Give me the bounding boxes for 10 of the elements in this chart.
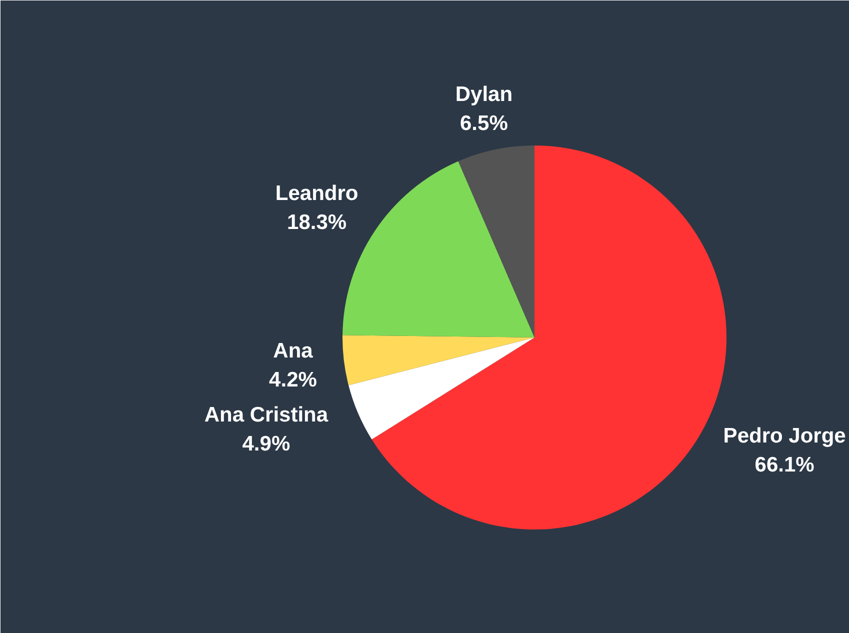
data-label: 66.1% — [754, 454, 815, 477]
data-label: 6.5% — [460, 112, 508, 135]
slice-label: Leandro — [275, 182, 358, 206]
slice-label: Dylan — [455, 82, 513, 106]
slice-label: Ana — [273, 339, 314, 362]
slice-label: Ana Cristina — [204, 404, 328, 427]
data-label: 4.2% — [269, 368, 318, 392]
slice-label: Pedro Jorge — [723, 424, 846, 448]
data-label: 18.3% — [287, 211, 347, 234]
data-label: 4.9% — [242, 432, 290, 456]
